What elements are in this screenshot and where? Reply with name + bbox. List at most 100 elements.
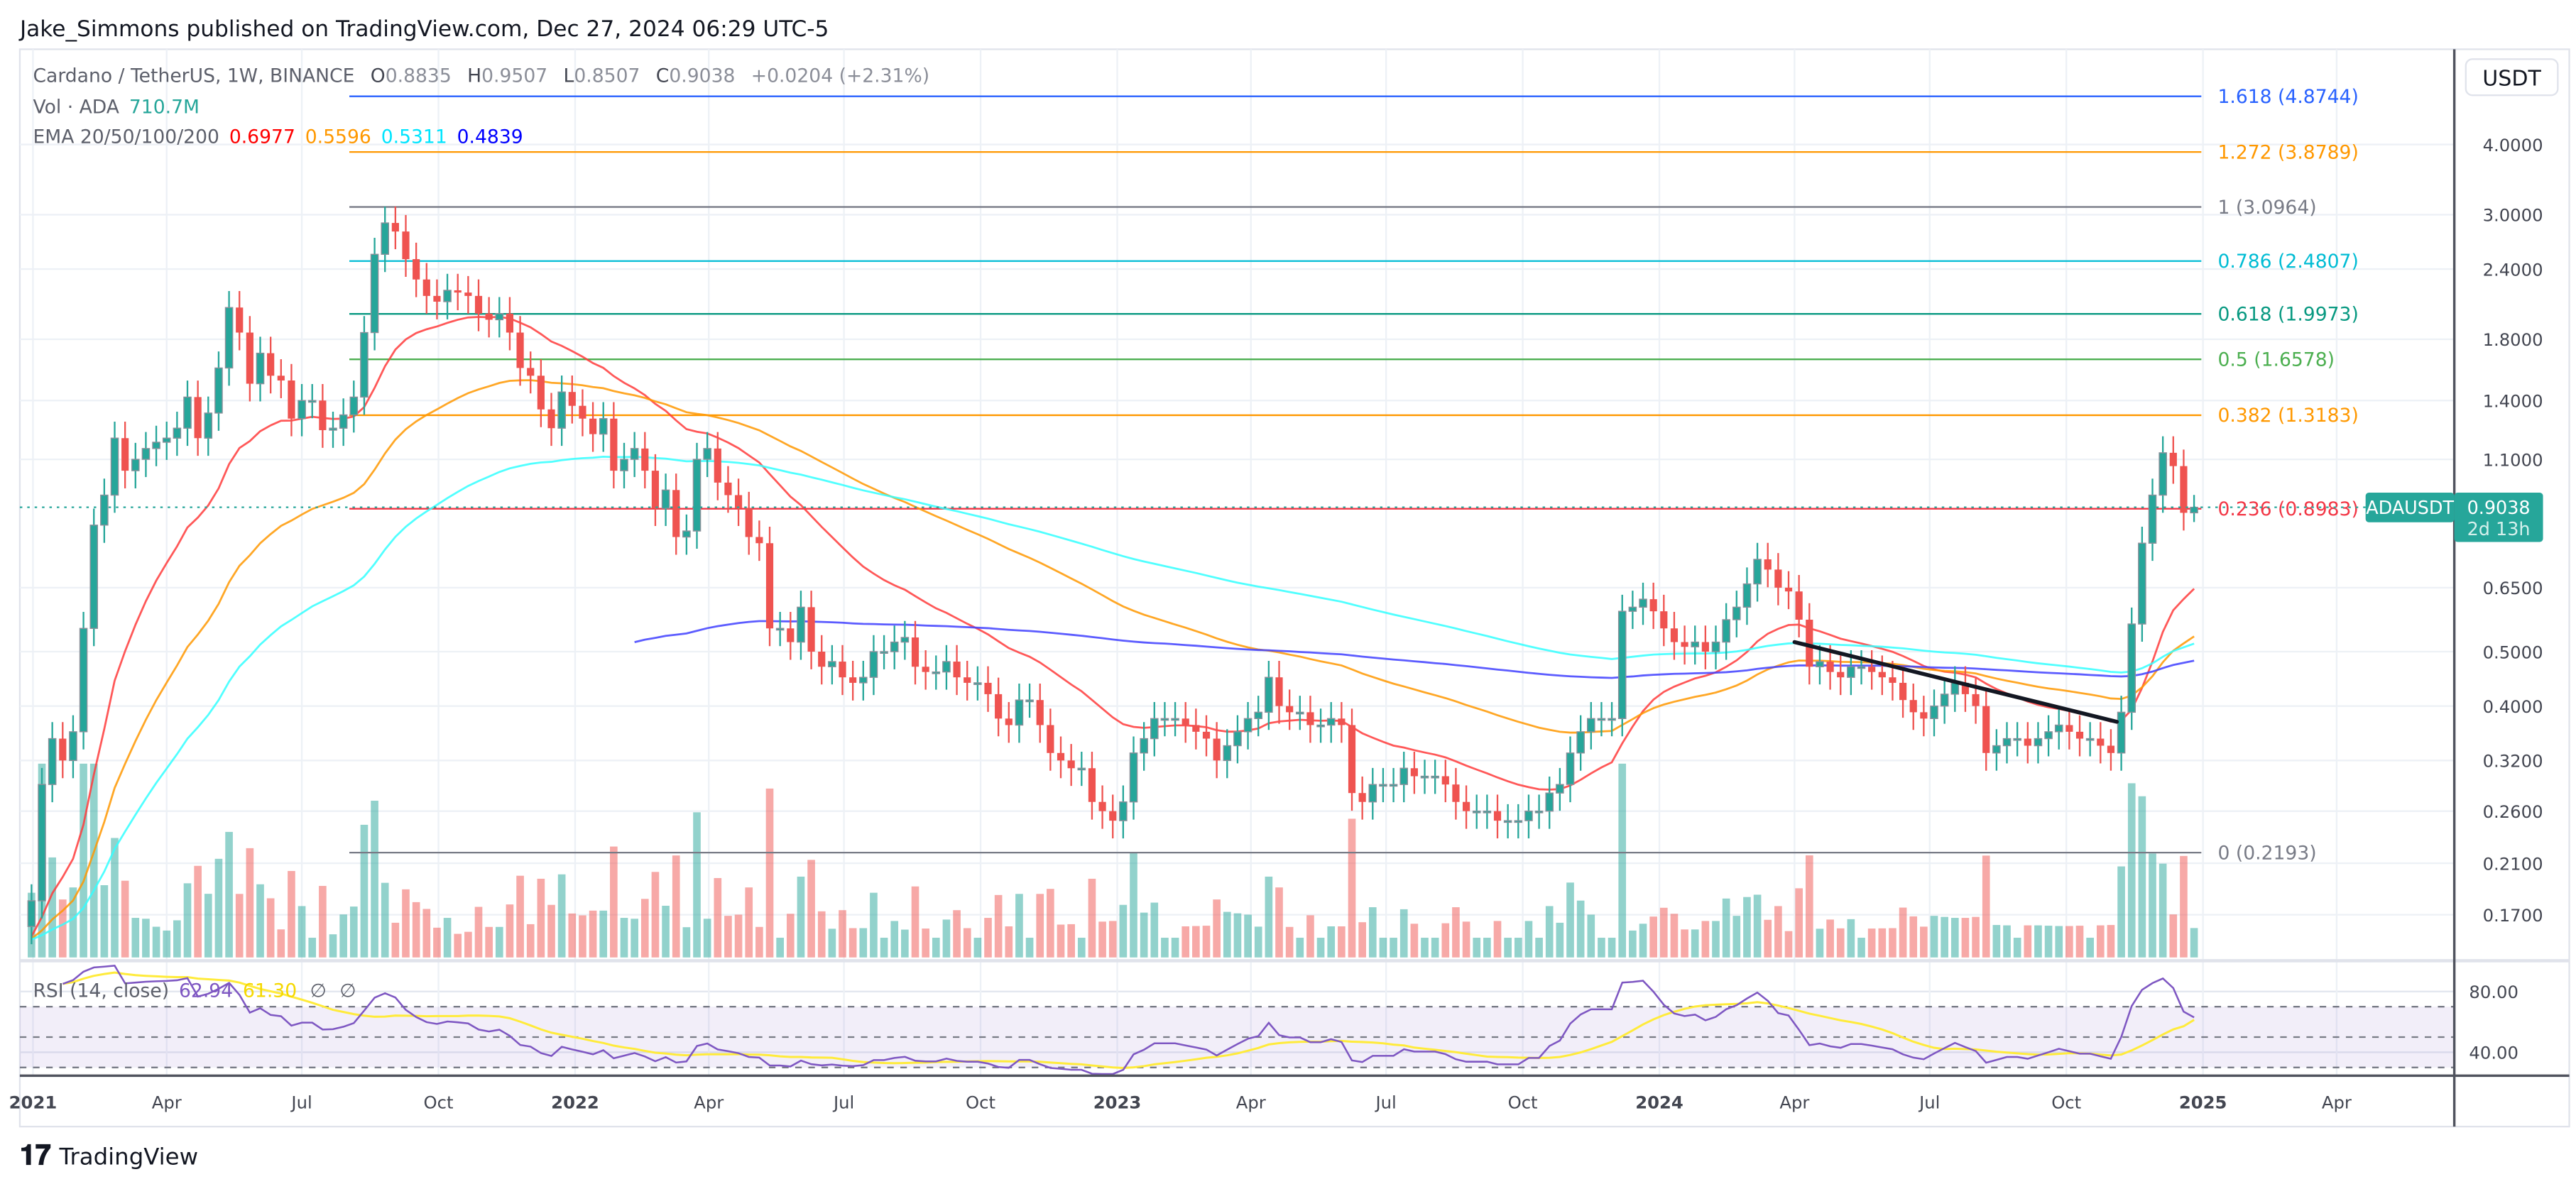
volume-bar — [1265, 876, 1273, 958]
volume-bar — [381, 882, 389, 958]
trendline[interactable] — [1792, 640, 2119, 724]
candle-down — [839, 645, 846, 696]
candle-up — [1379, 767, 1387, 803]
price-tick: 1.8000 — [2483, 329, 2543, 350]
candle-up — [173, 411, 182, 456]
candle-up — [1566, 736, 1575, 803]
volume-bar — [2117, 866, 2125, 958]
volume-bar — [1732, 916, 1741, 958]
candle-down — [1410, 751, 1418, 794]
candle-down — [1660, 594, 1668, 647]
candle-down — [1181, 702, 1189, 743]
svg-text:USDT: USDT — [2482, 66, 2541, 91]
price-tick: 0.1700 — [2483, 905, 2543, 926]
time-tick: Jul — [832, 1092, 854, 1113]
candle-up — [1503, 804, 1512, 839]
volume-bar — [1047, 889, 1054, 958]
volume-bar — [121, 880, 129, 958]
volume-bar — [953, 910, 961, 958]
candle-down — [2065, 708, 2073, 750]
fib-retracement[interactable]: 1.618 (4.8744) 1.272 (3.8789) 1 (3.0964) 0.… — [349, 86, 2359, 864]
volume-bar — [194, 865, 202, 958]
volume-bar — [745, 887, 753, 958]
volume-bar — [765, 788, 774, 958]
volume-bar — [111, 838, 119, 958]
volume-bar — [1982, 855, 1990, 958]
rsi-line — [62, 965, 2195, 1075]
volume-bar — [1421, 938, 1429, 958]
volume-bar — [589, 910, 597, 958]
candle-up — [775, 612, 785, 647]
candle-up — [599, 402, 608, 452]
candle-down — [1795, 574, 1803, 637]
volume-bar — [142, 919, 150, 958]
candle-up — [495, 297, 504, 338]
price-tick: 3.0000 — [2483, 205, 2543, 226]
volume-bar — [1338, 926, 1346, 958]
candle-down — [391, 206, 399, 250]
symbol-title[interactable]: Cardano / TetherUS, 1W, BINANCE — [33, 65, 354, 87]
time-tick: Oct — [424, 1092, 454, 1113]
bar-countdown: 2d 13h — [2467, 518, 2531, 539]
volume-bar — [1067, 924, 1075, 958]
volume-bar — [100, 885, 109, 958]
candle-down — [1909, 683, 1917, 730]
candle-down — [2107, 729, 2115, 771]
volume-bar — [1681, 929, 1688, 958]
volume-bar — [214, 858, 223, 958]
candle-up — [1077, 751, 1086, 787]
currency-button[interactable]: USDT — [2465, 58, 2559, 97]
candle-up — [2044, 715, 2053, 757]
volume-bar — [1847, 919, 1855, 958]
volume-bar — [152, 926, 160, 958]
rsi-pane — [19, 965, 2455, 1075]
volume-bar — [204, 894, 212, 958]
volume-bar — [2096, 925, 2105, 958]
volume-bar — [1629, 930, 1637, 958]
volume-bar — [1598, 938, 1605, 958]
candle-down — [1982, 689, 1990, 771]
candle-down — [1306, 696, 1314, 743]
candle-down — [1005, 702, 1013, 743]
candle-down — [610, 402, 618, 489]
time-axis[interactable]: 2021 Apr Jul Oct 2022 Apr Jul Oct 2023 Apr Jul Oct 2… — [9, 1092, 2352, 1113]
candle-down — [1441, 760, 1449, 803]
volume-bar — [1566, 882, 1574, 958]
price-axis[interactable]: 4.0000 3.0000 2.4000 1.8000 1.4000 1.1000 0.65… — [2469, 135, 2543, 1063]
volume-bar — [1088, 878, 1096, 958]
volume-bar — [339, 914, 347, 958]
volume-bar — [2190, 928, 2198, 958]
candle-down — [454, 273, 462, 311]
volume-bar — [1202, 926, 1211, 958]
candle-down — [1920, 696, 1928, 737]
candle-down — [1868, 650, 1876, 690]
volume-bar — [620, 918, 628, 958]
volume-bar — [277, 929, 285, 958]
volume-bar — [495, 926, 503, 958]
candle-up — [1389, 767, 1398, 803]
tradingview-logo[interactable]: 𝟏𝟕 TradingView — [20, 1139, 198, 1171]
volume-bar — [329, 934, 337, 958]
volume-bar — [1618, 763, 1627, 958]
volume-bar — [183, 883, 192, 958]
volume-bar — [1659, 907, 1668, 958]
published-header: Jake_Simmons published on TradingView.co… — [18, 16, 829, 42]
candle-up — [1431, 760, 1439, 794]
candle-down — [246, 316, 253, 402]
candle-up — [1597, 702, 1606, 737]
volume-bar — [911, 886, 919, 958]
candle-down — [807, 591, 815, 669]
candle-up — [1326, 702, 1336, 743]
candle-down — [714, 432, 721, 500]
volume-bar — [2180, 855, 2188, 958]
candle-up — [1015, 683, 1024, 743]
volume-bar — [1244, 914, 1252, 958]
ema-100-line — [31, 456, 2195, 941]
candle-down — [59, 722, 67, 779]
candle-down — [1192, 708, 1200, 750]
volume-label: Vol · ADA — [33, 97, 119, 119]
volume-bar — [288, 870, 295, 958]
candle-up — [1472, 794, 1481, 829]
fib-level-label: 0.786 (2.4807) — [2217, 251, 2358, 273]
volume-bar — [1545, 906, 1554, 958]
